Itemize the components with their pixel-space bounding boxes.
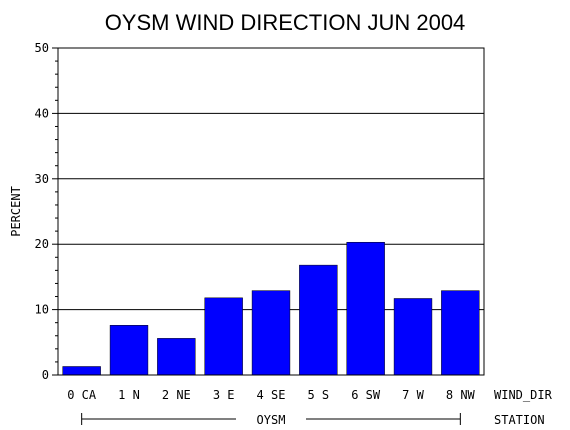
y-tick-label: 0 bbox=[42, 368, 49, 382]
y-tick-label: 20 bbox=[35, 237, 49, 251]
bar bbox=[299, 264, 338, 376]
bar bbox=[346, 241, 385, 376]
gridlines bbox=[58, 47, 484, 311]
plot-frame bbox=[57, 47, 485, 376]
x-tick-label: 3 E bbox=[213, 388, 235, 402]
x-tick-label: 2 NE bbox=[162, 388, 191, 402]
y-tick-label: 50 bbox=[35, 41, 49, 55]
bar bbox=[62, 366, 101, 376]
x-axis-label: WIND_DIR bbox=[494, 388, 553, 402]
bar bbox=[393, 298, 433, 376]
y-tick-label: 10 bbox=[35, 303, 49, 317]
x-tick-label: 8 NW bbox=[446, 388, 476, 402]
station-axis-label: STATION bbox=[494, 413, 545, 427]
bar bbox=[157, 338, 196, 376]
y-tick-label: 40 bbox=[35, 106, 49, 120]
x-tick-label: 1 N bbox=[118, 388, 140, 402]
x-tick-label: 0 CA bbox=[67, 388, 97, 402]
chart-title: OYSM WIND DIRECTION JUN 2004 bbox=[105, 10, 466, 35]
x-axis-labels: 0 CA 1 N 2 NE 3 E 4 SE 5 S 6 SW 7 W 8 NW bbox=[67, 388, 475, 402]
bar bbox=[251, 290, 291, 376]
x-tick-label: 7 W bbox=[402, 388, 424, 402]
x-tick-label: 5 S bbox=[307, 388, 329, 402]
y-tick-label: 30 bbox=[35, 172, 49, 186]
bar bbox=[109, 325, 149, 376]
y-axis-label: PERCENT bbox=[9, 186, 23, 237]
station-group-name: OYSM bbox=[257, 413, 286, 427]
x-tick-label: 4 SE bbox=[257, 388, 286, 402]
bar bbox=[204, 297, 243, 376]
station-bracket bbox=[81, 413, 461, 425]
y-axis-ticks: 0 10 20 30 40 50 bbox=[35, 41, 58, 382]
bars bbox=[62, 241, 480, 376]
bar bbox=[441, 290, 480, 376]
x-tick-label: 6 SW bbox=[351, 388, 381, 402]
